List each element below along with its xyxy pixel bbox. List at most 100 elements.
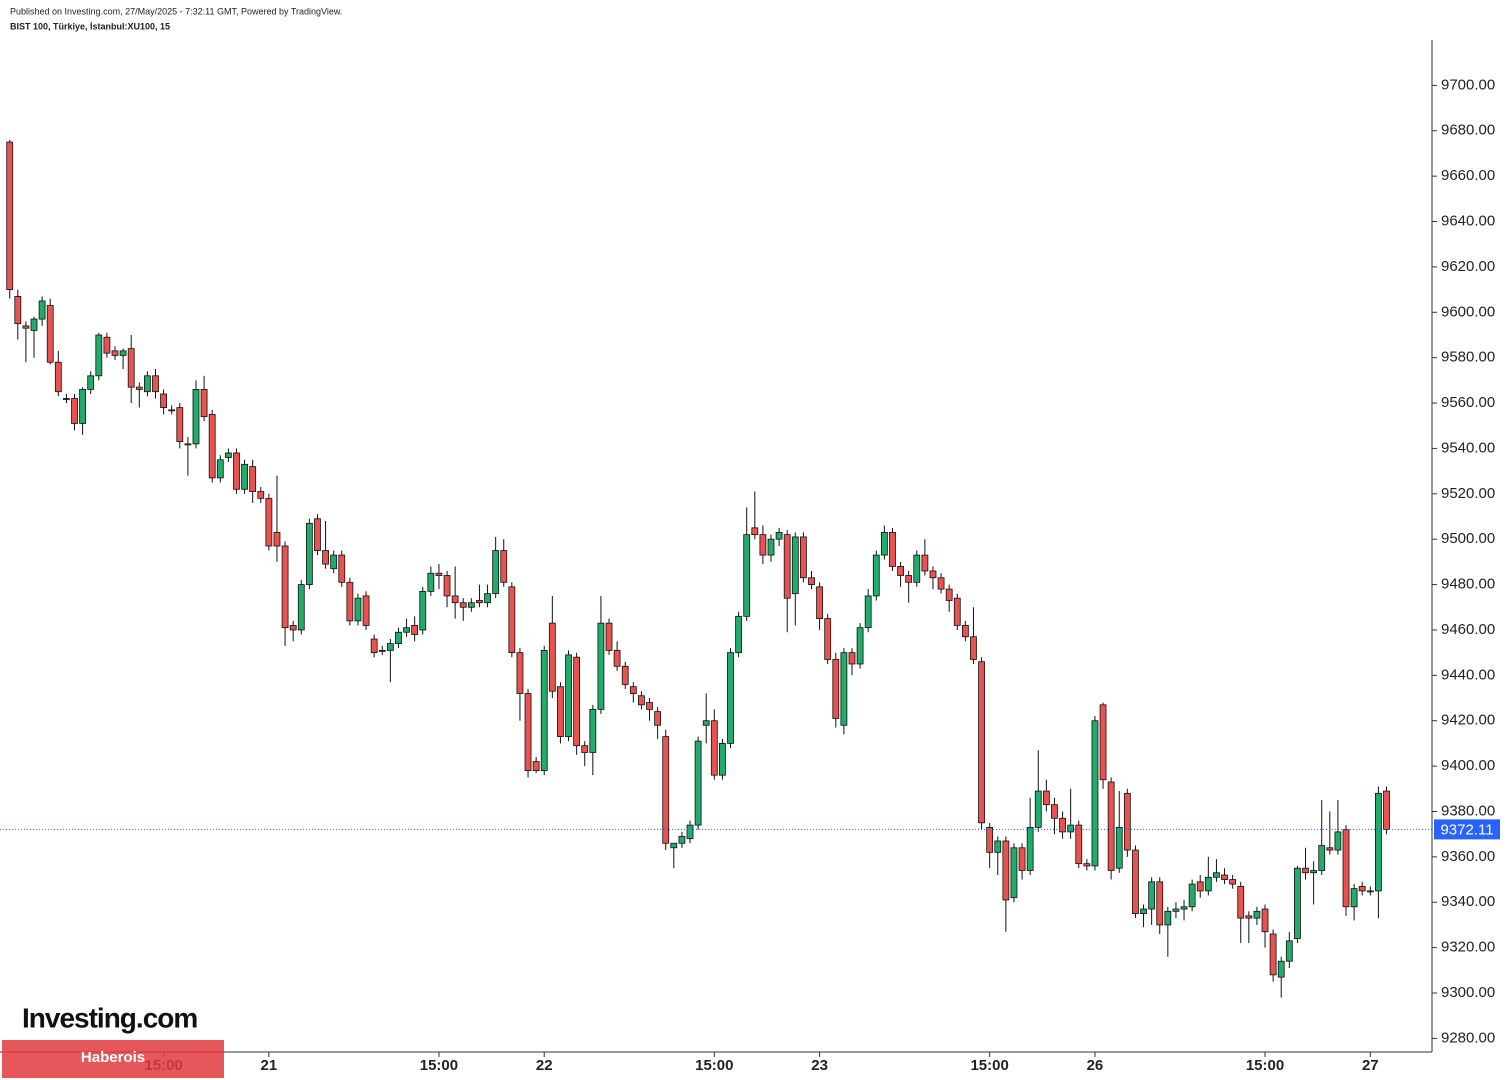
candle-body <box>1326 847 1334 851</box>
y-tick-label: 9540.00 <box>1441 439 1495 456</box>
candle-body <box>1261 908 1269 933</box>
candle-body <box>1075 824 1083 865</box>
candle-body <box>589 708 597 753</box>
y-tick-label: 9640.00 <box>1441 212 1495 229</box>
candle-body <box>808 577 815 585</box>
candle-body <box>978 661 985 824</box>
candle-body <box>629 686 637 694</box>
candle-body <box>484 593 491 604</box>
candle-body <box>597 622 605 710</box>
candle-body <box>330 554 338 570</box>
candle-body <box>986 826 994 853</box>
candle-body <box>621 665 629 685</box>
candle-body <box>1350 888 1358 908</box>
candle-body <box>1188 883 1196 908</box>
candle-body <box>160 393 167 408</box>
x-tick-label: 27 <box>1362 1057 1379 1074</box>
candle-body <box>1358 885 1366 892</box>
candle-body <box>1318 845 1326 871</box>
candle-body <box>281 545 289 629</box>
candle-body <box>1180 906 1188 910</box>
candle-body <box>1204 876 1212 892</box>
candle-body <box>783 534 791 599</box>
candle-body <box>905 575 913 583</box>
candle-body <box>872 554 880 597</box>
candle-body <box>411 625 419 635</box>
ticks: 9280.00 9300.00 9320.00 9340.00 9360.00 9380.… <box>144 76 1495 1074</box>
y-tick-label: 9480.00 <box>1441 576 1495 593</box>
candle-body <box>751 527 759 536</box>
candle-body <box>395 631 402 644</box>
y-tick-label: 9380.00 <box>1441 802 1495 819</box>
x-tick-label: 26 <box>1087 1057 1104 1074</box>
candle-body <box>743 534 751 617</box>
candle-body <box>435 572 443 576</box>
candle-body <box>38 300 46 320</box>
y-tick-label: 9660.00 <box>1441 167 1495 184</box>
candle-body <box>1018 847 1026 871</box>
candle-body <box>233 452 240 490</box>
candle-body <box>662 736 670 844</box>
candle-body <box>354 597 362 622</box>
candle-body <box>87 375 95 390</box>
candle-body <box>524 693 532 772</box>
x-tick-label: 22 <box>536 1057 553 1074</box>
candle-body <box>646 702 653 710</box>
candle-body <box>937 577 945 590</box>
x-tick-label: 15:00 <box>695 1057 733 1074</box>
candle-body <box>403 627 410 633</box>
candle-body <box>1051 804 1058 819</box>
candle-body <box>581 745 589 753</box>
candle-body <box>305 522 313 585</box>
x-tick-label: 21 <box>261 1057 278 1074</box>
candle-body <box>1083 863 1091 867</box>
candle-body <box>143 375 151 393</box>
candle-body <box>557 686 564 738</box>
overlay: 9372.11 <box>0 819 1500 840</box>
candle-body <box>451 595 459 604</box>
candle-body <box>856 627 864 665</box>
candle-body <box>95 334 103 377</box>
y-tick-label: 9360.00 <box>1441 848 1495 865</box>
candle-body <box>46 305 54 363</box>
candle-body <box>419 590 427 631</box>
candle-body <box>1067 824 1075 833</box>
candle-body <box>1221 874 1228 880</box>
candle-body <box>200 389 208 418</box>
x-tick-label: 15:00 <box>420 1057 458 1074</box>
candle-body <box>1132 849 1139 914</box>
candle-body <box>184 443 192 446</box>
candle-body <box>152 375 159 393</box>
candle-body <box>686 824 694 840</box>
candle-body <box>775 531 783 540</box>
candle-body <box>1156 881 1164 926</box>
candle-body <box>678 836 686 844</box>
candle-body <box>889 531 896 567</box>
candle-body <box>1107 781 1115 871</box>
y-tick-label: 9300.00 <box>1441 984 1495 1001</box>
candle-body <box>1277 960 1285 978</box>
candle-body <box>994 840 1002 853</box>
logo: Investing.com <box>22 1002 197 1033</box>
candle-body <box>216 459 224 479</box>
candle-body <box>1383 790 1390 830</box>
candle-body <box>953 597 961 626</box>
last-price-label: 9372.11 <box>1440 821 1493 838</box>
candle-body <box>1034 790 1042 828</box>
candle-body <box>63 398 70 400</box>
candle-body <box>1253 910 1261 919</box>
candle-body <box>929 570 937 579</box>
y-tick-label: 9420.00 <box>1441 712 1495 729</box>
candle-body <box>540 649 548 772</box>
candle-body <box>913 554 921 583</box>
candle-body <box>1164 910 1172 926</box>
candle-body <box>1366 890 1374 893</box>
candle-body <box>1245 915 1253 919</box>
candle-body <box>694 740 702 826</box>
candles <box>6 139 1390 998</box>
candle-body <box>532 761 540 772</box>
candle-body <box>224 452 232 458</box>
candle-body <box>1334 831 1342 851</box>
candle-body <box>880 531 888 556</box>
